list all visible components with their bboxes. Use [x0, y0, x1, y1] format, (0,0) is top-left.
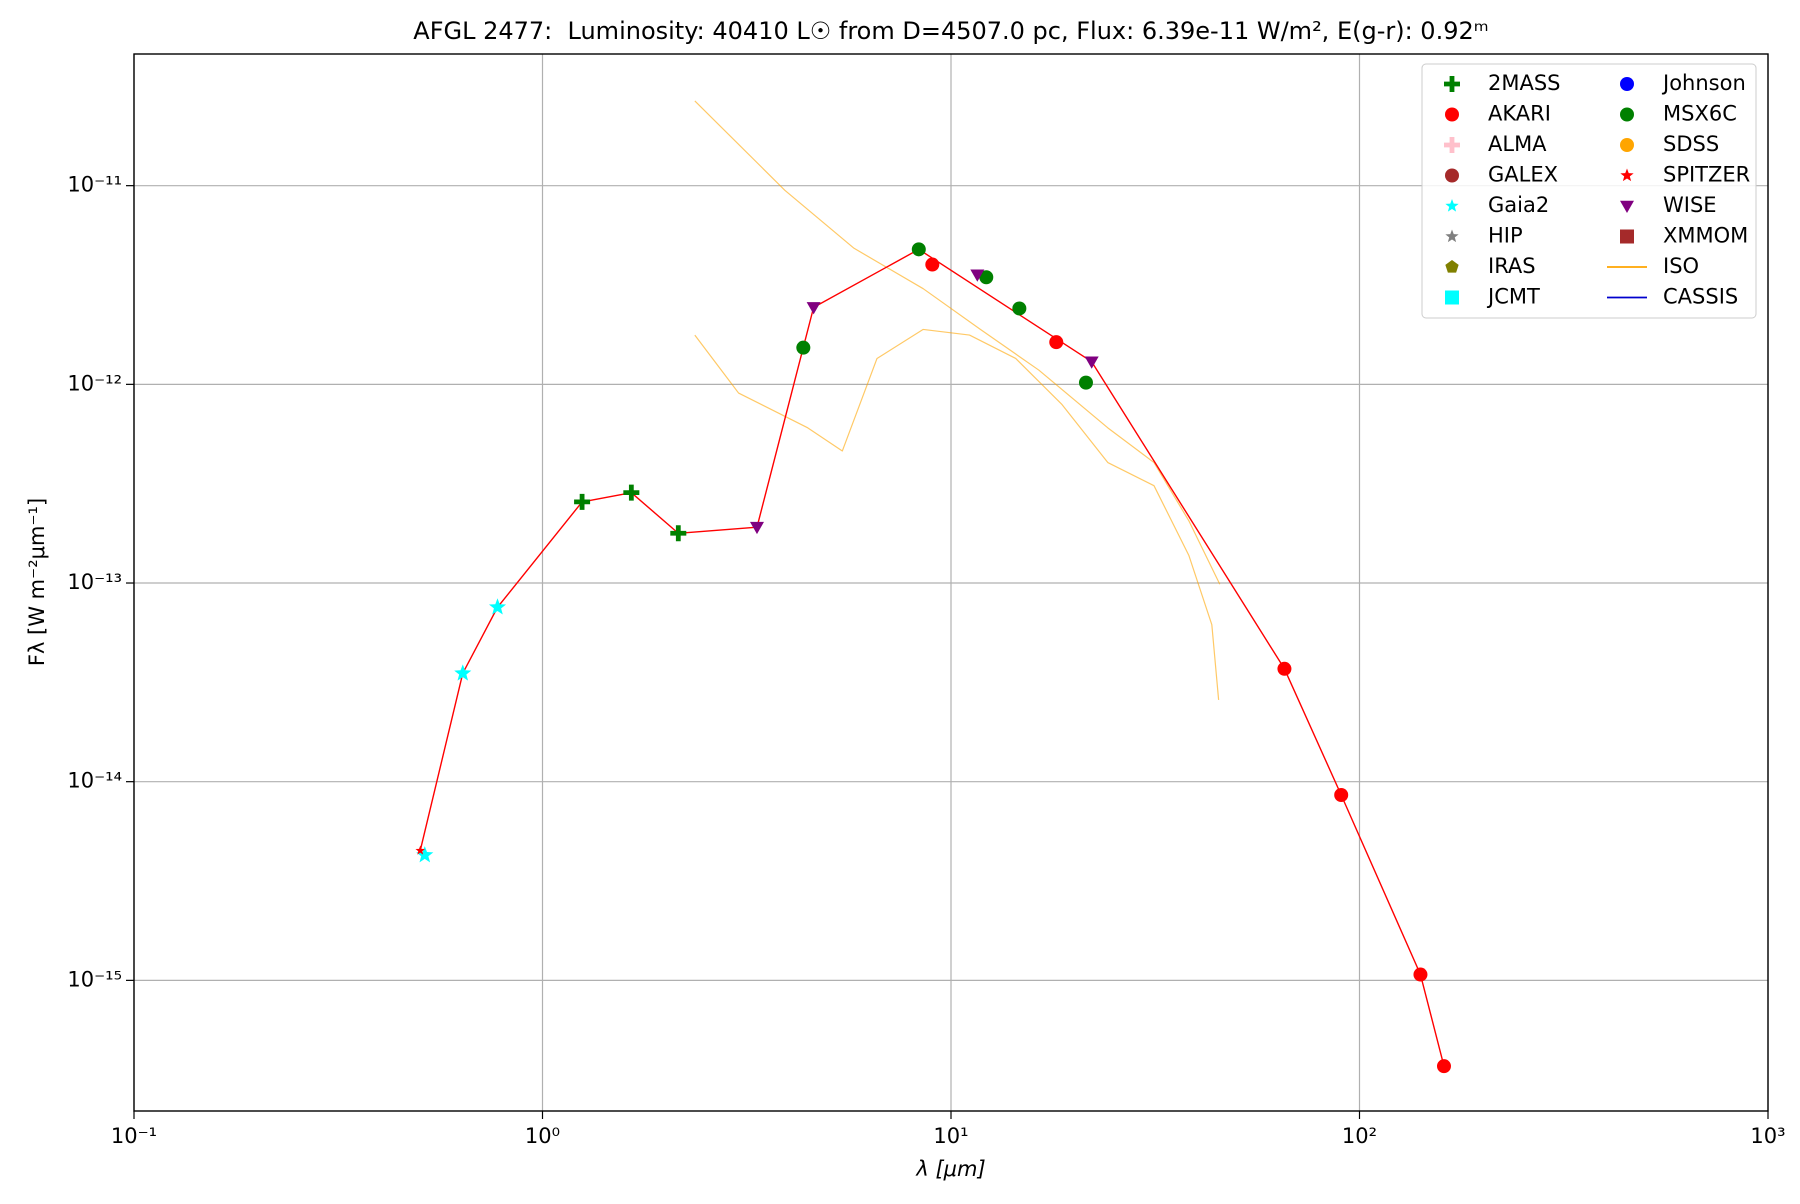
legend-label: SPITZER: [1663, 163, 1750, 187]
data-point: [1012, 301, 1027, 316]
legend-label: JCMT: [1486, 285, 1540, 309]
legend-swatch: [1620, 200, 1634, 213]
y-tick-label: 10⁻¹⁵: [67, 967, 122, 991]
x-tick-label: 10¹: [933, 1124, 968, 1148]
legend-label: XMMOM: [1663, 224, 1748, 248]
legend-swatch: [1445, 168, 1459, 183]
chart-title: AFGL 2477: Luminosity: 40410 L☉ from D=4…: [413, 17, 1488, 45]
data-point: [796, 340, 811, 355]
x-axis-label: λ [μm]: [915, 1157, 985, 1181]
data-point: [1277, 661, 1292, 676]
legend-label: WISE: [1663, 193, 1717, 217]
x-tick-label: 10³: [1750, 1124, 1785, 1148]
data-point: [1078, 375, 1093, 390]
data-point: [749, 521, 764, 535]
legend-label: AKARI: [1488, 102, 1551, 126]
data-point: [416, 846, 434, 863]
data-point: [1334, 788, 1349, 803]
data-point: [1049, 335, 1064, 350]
data-point: [1436, 1059, 1451, 1074]
y-tick-label: 10⁻¹⁴: [67, 769, 122, 793]
sed-line: [419, 248, 1445, 1067]
plot-area: [415, 100, 1451, 1074]
data-point: [574, 493, 591, 510]
legend-swatch: [1620, 77, 1634, 91]
legend-swatch: [1620, 229, 1634, 244]
legend-swatch: [1620, 138, 1634, 152]
legend-label: Gaia2: [1488, 193, 1549, 217]
legend-swatch: [1620, 107, 1634, 122]
legend-label: Johnson: [1661, 71, 1746, 95]
legend-box: [1421, 63, 1757, 319]
legend-swatch: [1445, 229, 1459, 243]
legend-swatch: [1444, 137, 1460, 153]
legend-swatch: [1445, 260, 1459, 273]
x-tick-label: 10²: [1342, 1124, 1377, 1148]
x-tick-label: 10⁻¹: [111, 1124, 157, 1148]
data-point: [1413, 967, 1428, 982]
legend-swatch: [1444, 76, 1460, 92]
x-tick-label: 10⁰: [525, 1124, 560, 1148]
spectrum-line: [694, 100, 1221, 700]
plot-frame: [133, 53, 1769, 1112]
legend: 2MASS AKARI ALMA GALEX Gaia2 HIP IRAS JCMT Johns…: [1421, 63, 1757, 319]
legend-swatch: [1445, 199, 1459, 212]
data-point: [970, 269, 985, 282]
y-tick-label: 10⁻¹³: [67, 570, 122, 594]
y-axis-label: Fλ [W m⁻²μm⁻¹]: [25, 498, 49, 666]
data-point: [415, 845, 425, 855]
data-point: [623, 484, 640, 501]
data-point: [454, 664, 472, 681]
legend-label: GALEX: [1488, 163, 1558, 187]
data-point: [670, 525, 687, 542]
data-point: [806, 302, 821, 315]
legend-swatch: [1445, 107, 1459, 122]
legend-label: HIP: [1488, 224, 1523, 248]
data-point: [911, 242, 926, 257]
y-tick-label: 10⁻¹¹: [67, 173, 122, 197]
legend-label: IRAS: [1488, 254, 1536, 278]
y-tick-label: 10⁻¹²: [67, 371, 122, 395]
legend-label: 2MASS: [1488, 71, 1561, 95]
legend-swatch: [1445, 290, 1459, 305]
legend-label: ISO: [1663, 254, 1699, 278]
legend-swatch: [1620, 168, 1634, 182]
data-point: [979, 270, 994, 285]
legend-label: SDSS: [1663, 132, 1719, 156]
data-point: [1084, 356, 1099, 369]
data-point: [488, 598, 507, 615]
data-point: [925, 257, 940, 272]
legend-label: MSX6C: [1663, 102, 1737, 126]
legend-label: CASSIS: [1663, 285, 1738, 309]
legend-label: ALMA: [1488, 132, 1547, 156]
